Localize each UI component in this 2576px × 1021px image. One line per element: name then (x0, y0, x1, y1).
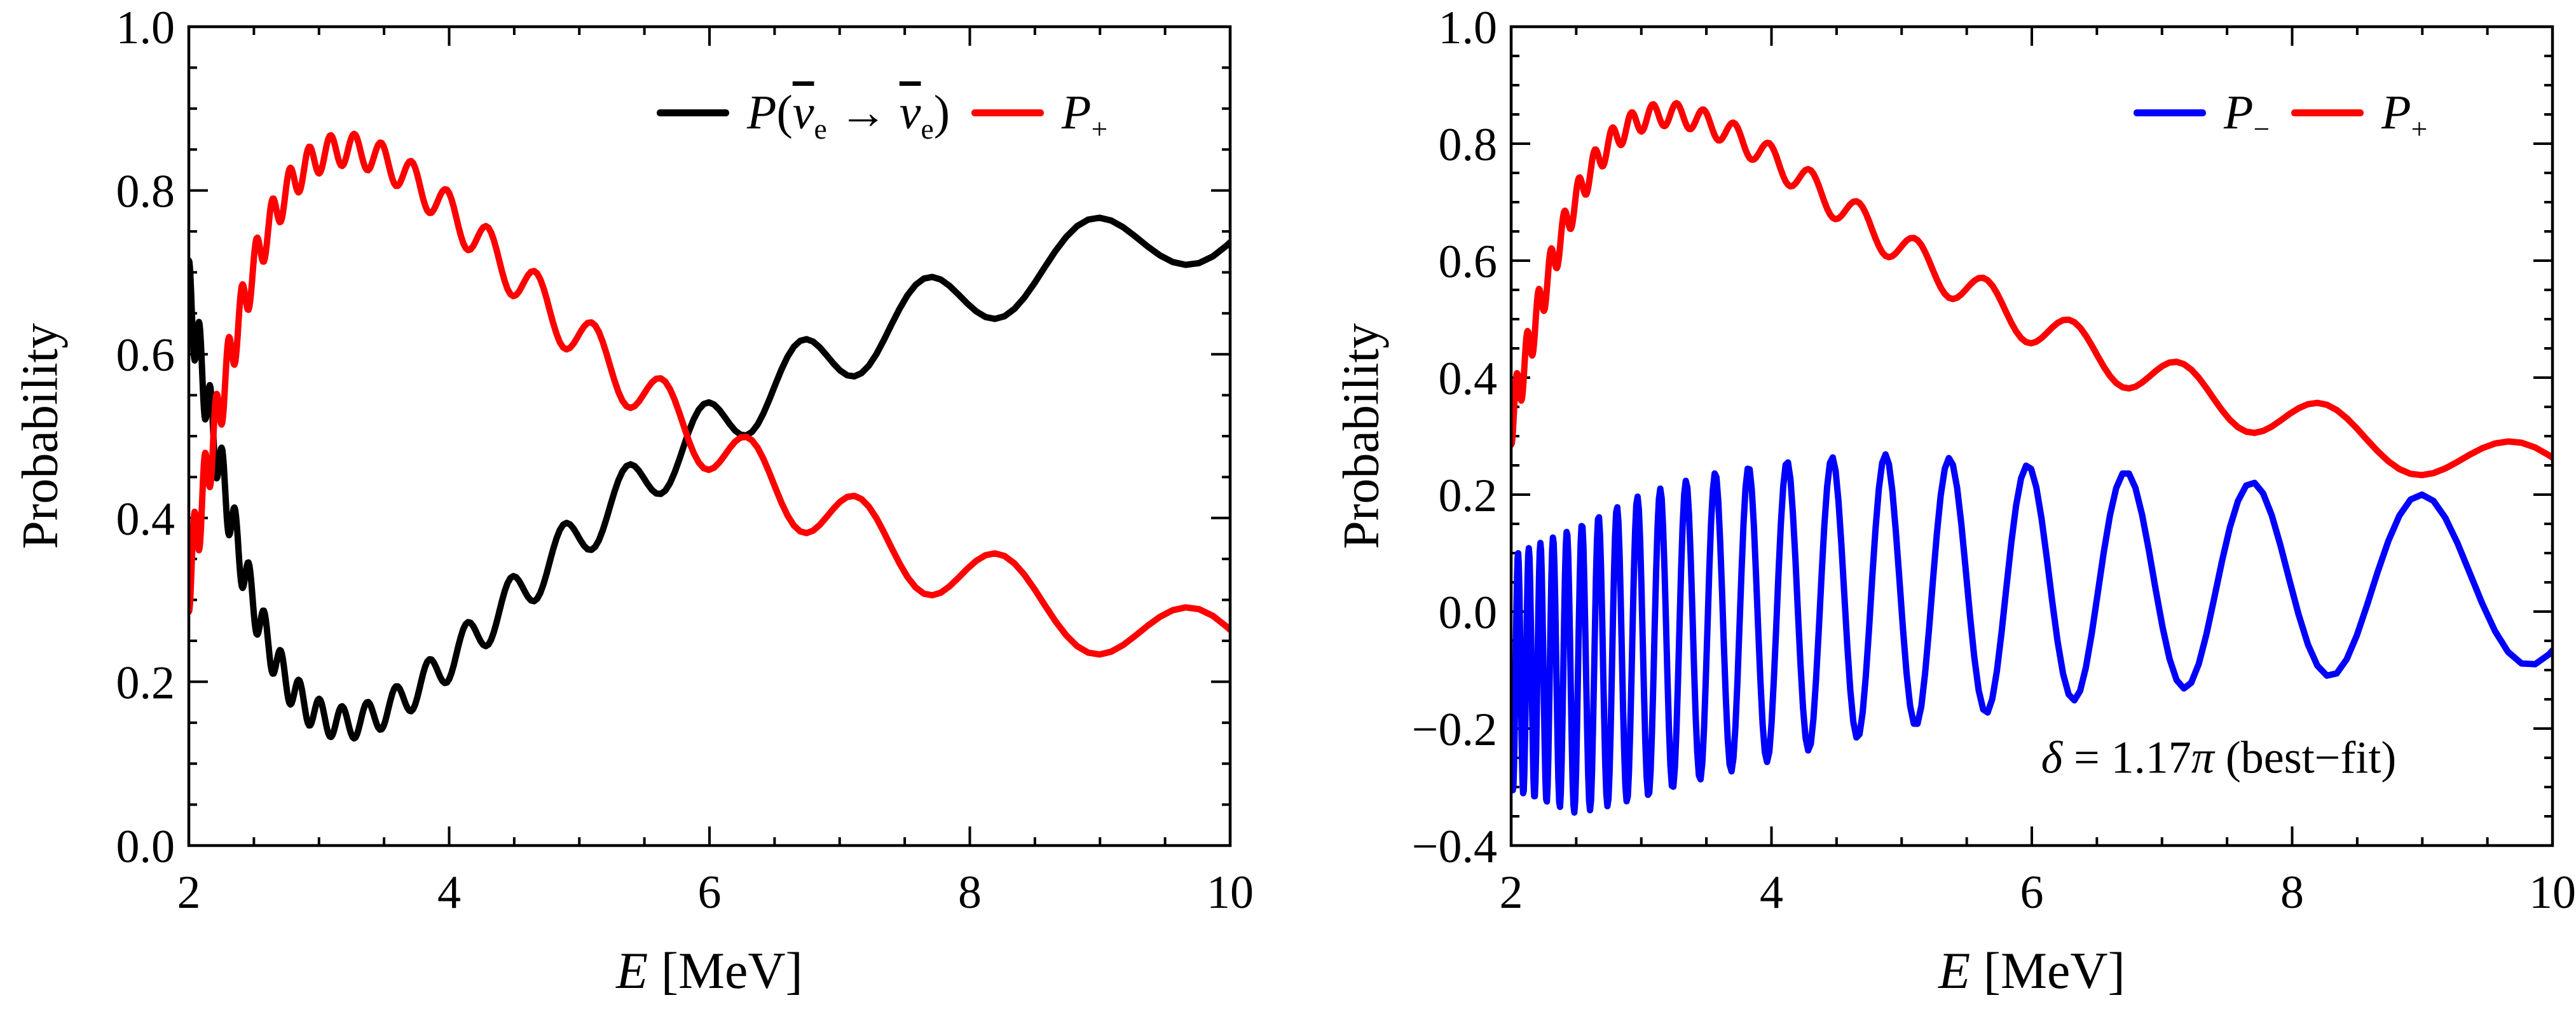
curve-pplus (1511, 100, 2552, 479)
x-tick-label: 8 (2280, 867, 2304, 919)
x-tick-label: 4 (1760, 867, 1783, 919)
text-fragment: δ (2041, 732, 2063, 783)
tick-labels-right-panel: 2 4 6 8 10 −0.4 −0.2 0.0 0.2 0.4 0.6 0.8 1.0 (1412, 2, 2576, 919)
x-axis-label-left: E [MeV] (616, 941, 803, 1001)
frame-right-panel (1509, 25, 2554, 847)
text-fragment: P (2381, 85, 2411, 139)
text-fragment: ν (792, 85, 814, 139)
text-fragment: [MeV] (1970, 942, 2125, 999)
text-fragment: = 1.17 (2062, 732, 2191, 783)
legend-label: P+ (1062, 85, 1107, 143)
y-tick-label: 0.2 (116, 657, 175, 709)
x-tick-label: 10 (2529, 867, 2576, 919)
legend-swatch (657, 109, 729, 116)
frame-left-panel (187, 25, 1232, 847)
x-tick-label: 2 (177, 867, 201, 919)
text-fragment: e (814, 112, 827, 145)
y-tick-label: 0.4 (1439, 353, 1498, 405)
legend-label: P− (2224, 85, 2270, 143)
text-fragment: P (747, 85, 777, 139)
y-tick-label: 0.0 (116, 821, 175, 873)
x-tick-label: 8 (958, 867, 982, 919)
text-fragment: ( (776, 85, 793, 139)
legend-item: P+ (971, 85, 1107, 143)
legend-item: P+ (2291, 85, 2427, 143)
text-fragment: (best−fit) (2214, 732, 2397, 783)
text-fragment: + (2411, 112, 2428, 145)
legend-right: P− P+ (2134, 78, 2427, 147)
text-fragment: E (616, 942, 648, 999)
y-tick-label: 0.8 (1439, 119, 1498, 171)
x-tick-label: 4 (437, 867, 461, 919)
text-fragment: P (1062, 85, 1092, 139)
legend-item: P− (2134, 85, 2270, 143)
legend-label: P+ (2381, 85, 2427, 143)
panel-right-panel: 2 4 6 8 10 −0.4 −0.2 0.0 0.2 0.4 0.6 0.8 1.0 (1412, 2, 2576, 919)
text-fragment: E (1938, 942, 1971, 999)
y-tick-label: 0.4 (116, 493, 175, 545)
x-axis-label-right: E [MeV] (1938, 941, 2125, 1001)
curve-pminus (1511, 451, 2552, 816)
text-fragment: π (2191, 732, 2214, 783)
delta-annotation: δ = 1.17π (best−fit) (2041, 732, 2397, 785)
y-tick-label: 0.0 (1439, 587, 1498, 639)
y-tick-label: 0.6 (116, 329, 175, 381)
text-fragment: [MeV] (648, 942, 803, 999)
y-tick-label: −0.2 (1412, 704, 1497, 756)
y-tick-label: 0.2 (1439, 470, 1498, 522)
text-fragment: + (1091, 112, 1108, 145)
y-tick-label: 0.8 (116, 166, 175, 218)
y-axis-label-left: Probability (12, 323, 69, 549)
legend-left: P(νe → νe) P+ (657, 78, 1107, 147)
y-tick-label: 1.0 (1439, 2, 1498, 54)
panel-left-panel: 2 4 6 8 10 0.0 0.2 0.4 0.6 0.8 1.0 (116, 2, 1254, 919)
legend-swatch (2134, 109, 2206, 116)
text-fragment: e (921, 112, 934, 145)
text-fragment: ) (933, 85, 950, 139)
tick-labels-left-panel: 2 4 6 8 10 0.0 0.2 0.4 0.6 0.8 1.0 (116, 2, 1254, 919)
text-fragment: − (2253, 112, 2270, 145)
x-tick-label: 2 (1500, 867, 1523, 919)
text-fragment: P (2224, 85, 2254, 139)
x-tick-label: 6 (2020, 867, 2044, 919)
x-tick-label: 10 (1207, 867, 1254, 919)
y-tick-label: 1.0 (116, 2, 175, 54)
legend-item: P(νe → νe) (657, 85, 950, 143)
curve-pee (189, 214, 1230, 742)
text-fragment: → (826, 85, 900, 139)
text-fragment: ν (899, 85, 921, 139)
y-tick-label: 0.6 (1439, 236, 1498, 288)
curve-pplus (189, 130, 1230, 658)
legend-swatch (971, 109, 1045, 116)
x-tick-label: 6 (698, 867, 722, 919)
legend-label: P(νe → νe) (747, 85, 950, 143)
y-tick-label: −0.4 (1412, 821, 1497, 873)
legend-swatch (2291, 109, 2364, 116)
y-axis-label-right: Probability (1333, 323, 1390, 549)
